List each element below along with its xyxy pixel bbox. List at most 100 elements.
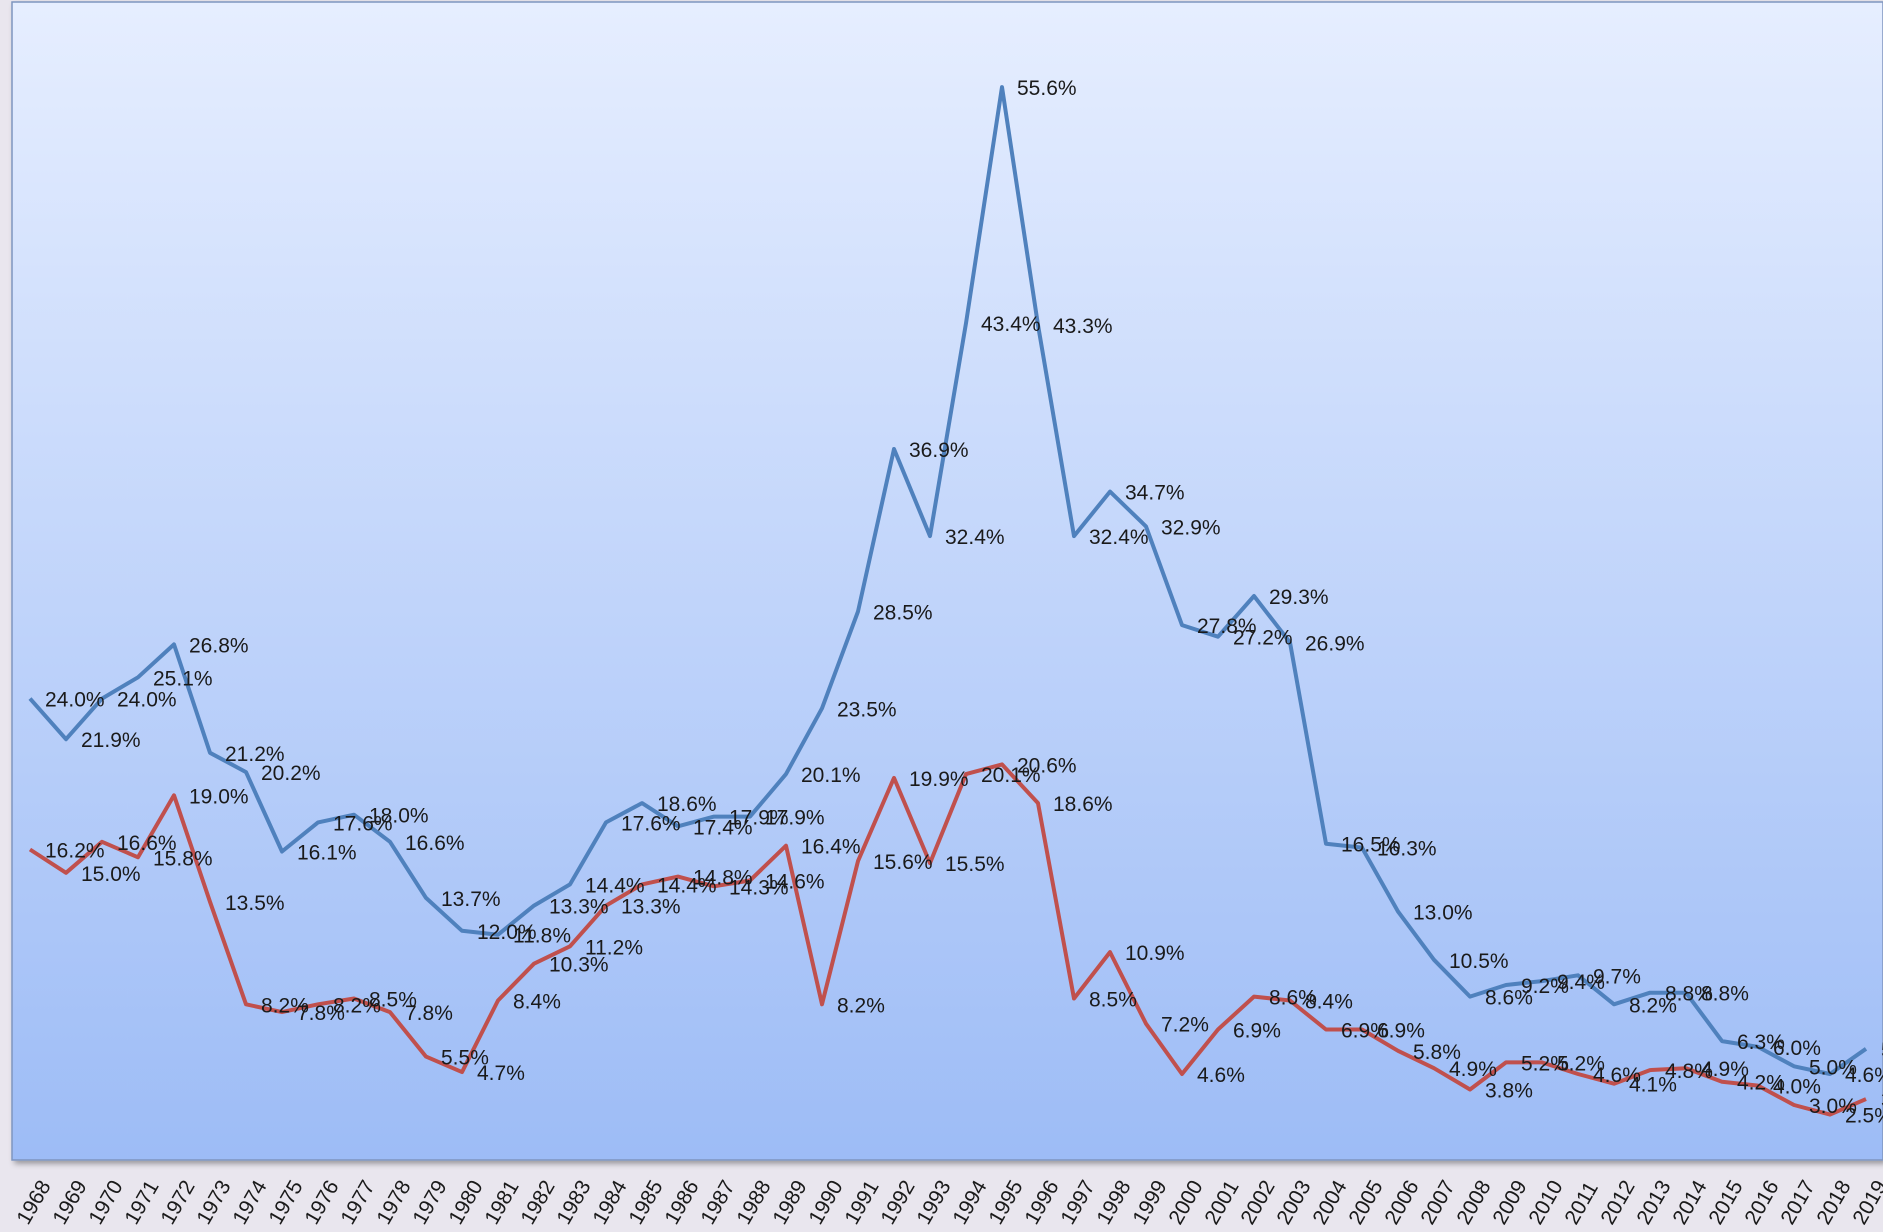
data-label: 9.4% [1557,971,1605,994]
data-label: 24.0% [45,689,105,712]
data-label: 10.9% [1125,942,1185,965]
x-tick-label: 1999 [1128,1177,1171,1229]
data-label: 32.4% [945,526,1005,549]
data-label: 17.9% [729,807,789,830]
data-label: 14.6% [765,870,825,893]
x-tick-label: 1983 [552,1177,595,1229]
x-tick-label: 1977 [336,1177,379,1229]
series-line-2 [28,762,1867,1117]
data-label: 4.6% [1593,1064,1641,1087]
data-label: 7.8% [297,1002,345,1025]
x-tick-label: 1985 [624,1177,667,1229]
x-tick-label: 2007 [1416,1177,1459,1229]
data-label: 17.6% [333,812,393,835]
data-label: 4.6% [1845,1064,1883,1087]
data-label: 8.2% [333,994,381,1017]
data-label: 8.6% [1269,987,1317,1010]
data-label: 3.8% [1485,1079,1533,1102]
x-tick-label: 1973 [192,1177,235,1229]
data-label: 8.2% [1629,994,1677,1017]
data-label: 18.6% [657,793,717,816]
x-tick-label: 2019 [1848,1177,1883,1229]
data-label: 14.8% [693,867,753,890]
x-tick-label: 1986 [660,1177,703,1229]
data-label: 20.1% [981,764,1041,787]
data-label: 4.2% [1737,1072,1785,1095]
data-label: 26.8% [189,634,249,657]
x-tick-label: 2016 [1740,1177,1783,1229]
data-label: 4.7% [477,1062,525,1085]
data-label: 16.3% [1377,838,1437,861]
x-tick-label: 1990 [804,1177,847,1229]
data-label: 4.6% [1197,1064,1245,1087]
x-tick-label: 2004 [1308,1176,1351,1228]
data-label: 27.2% [1233,627,1293,650]
data-label: 17.9% [765,807,825,830]
data-label: 16.6% [117,832,177,855]
data-label: 4.9% [1701,1058,1749,1081]
data-label: 15.0% [81,863,141,886]
data-label: 12.0% [477,921,537,944]
data-label: 19.9% [909,768,969,791]
data-label: 6.3% [1737,1031,1785,1054]
x-tick-label: 2014 [1668,1176,1711,1228]
data-label: 11.2% [585,936,643,959]
data-label: 16.1% [297,841,357,864]
data-label: 18.6% [1053,793,1113,816]
x-tick-label: 1972 [156,1177,199,1229]
data-label: 23.5% [837,698,897,721]
data-label: 55.6% [1017,77,1077,100]
x-axis-tick-labels: 1968196919701971197219731974197519761977… [12,1176,1883,1228]
data-label: 13.3% [549,896,609,919]
x-tick-label: 2005 [1344,1177,1387,1229]
x-tick-label: 2018 [1812,1177,1855,1229]
data-label: 14.4% [585,874,645,897]
data-label: 20.1% [801,764,861,787]
data-label: 8.2% [261,994,309,1017]
data-label: 13.0% [1413,901,1473,924]
data-label: 25.1% [153,667,213,690]
x-tick-label: 2000 [1164,1177,1207,1229]
data-label: 4.1% [1629,1074,1677,1097]
data-label: 8.6% [1485,987,1533,1010]
x-tick-label: 1997 [1056,1177,1099,1229]
x-tick-label: 2008 [1452,1177,1495,1229]
x-tick-label: 1971 [120,1177,163,1229]
x-tick-label: 1968 [12,1177,55,1229]
x-tick-label: 1988 [732,1177,775,1229]
data-label: 16.5% [1341,834,1401,857]
x-tick-label: 1978 [372,1177,415,1229]
data-label: 36.9% [909,439,969,462]
data-label: 14.4% [657,874,717,897]
data-label: 16.6% [405,832,465,855]
x-tick-label: 1987 [696,1177,739,1229]
data-label: 15.8% [153,847,213,870]
data-label: 9.2% [1521,975,1569,998]
data-label: 8.8% [1701,983,1749,1006]
data-label: 5.5% [441,1047,489,1070]
data-label: 4.0% [1773,1076,1821,1099]
data-label: 8.8% [1665,983,1713,1006]
data-label: 6.9% [1233,1019,1281,1042]
x-tick-label: 1984 [588,1176,631,1228]
data-label: 10.3% [549,954,609,977]
data-label: 34.7% [1125,482,1185,505]
data-label: 3.0% [1809,1095,1857,1118]
data-label: 32.9% [1161,516,1221,539]
data-label: 7.8% [405,1002,453,1025]
data-label: 19.0% [189,785,249,808]
x-tick-label: 1980 [444,1177,487,1229]
x-tick-label: 2013 [1632,1177,1675,1229]
data-label: 17.4% [693,816,753,839]
x-tick-label: 2011 [1560,1178,1603,1229]
data-label: 17.6% [621,812,681,835]
data-label: 15.6% [873,851,933,874]
data-label: 28.5% [873,602,933,625]
plot-area [11,1,1883,1161]
data-label: 27.8% [1197,615,1257,638]
x-tick-label: 1975 [264,1177,307,1229]
x-tick-label: 2010 [1524,1177,1567,1229]
x-tick-label: 1981 [480,1177,523,1229]
data-label: 21.2% [225,743,285,766]
data-label: 6.9% [1377,1019,1425,1042]
